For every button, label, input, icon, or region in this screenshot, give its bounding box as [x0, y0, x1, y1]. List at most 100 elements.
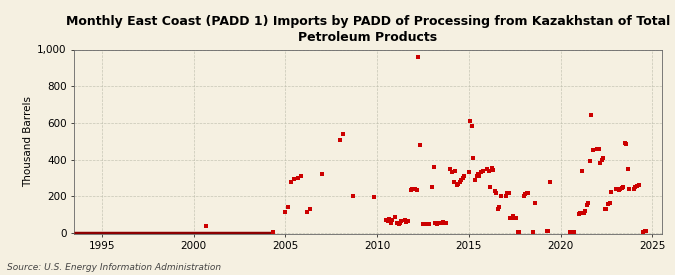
Point [628, 187, 639, 191]
Point [587, 148, 598, 153]
Point [385, 221, 396, 225]
Point [543, 229, 554, 233]
Point [528, 230, 539, 234]
Point [474, 174, 485, 178]
Point [592, 146, 603, 151]
Point [518, 194, 529, 198]
Point [482, 166, 493, 171]
Point [335, 138, 346, 142]
Point [381, 218, 392, 222]
Point [487, 166, 497, 170]
Point [622, 166, 633, 171]
Point [422, 221, 433, 226]
Point [200, 224, 211, 229]
Point [522, 190, 533, 195]
Point [615, 187, 626, 191]
Point [583, 201, 593, 206]
Point [451, 183, 462, 187]
Point [466, 124, 477, 129]
Point [428, 165, 439, 169]
Point [382, 219, 393, 223]
Point [514, 230, 524, 234]
Point [574, 212, 585, 217]
Point [448, 179, 459, 184]
Point [465, 119, 476, 123]
Point [401, 220, 412, 224]
Point [511, 216, 522, 220]
Point [598, 155, 609, 160]
Point [509, 216, 520, 220]
Point [424, 221, 435, 226]
Point [402, 219, 413, 223]
Title: Monthly East Coast (PADD 1) Imports by PADD of Processing from Kazakhstan of Tot: Monthly East Coast (PADD 1) Imports by P… [65, 15, 670, 44]
Point [610, 187, 621, 191]
Point [612, 187, 622, 191]
Point [419, 221, 430, 226]
Point [317, 172, 327, 176]
Point [624, 187, 634, 191]
Point [502, 191, 512, 196]
Point [413, 55, 424, 59]
Point [601, 207, 612, 211]
Point [485, 185, 495, 189]
Point [471, 174, 482, 178]
Point [476, 170, 487, 175]
Point [472, 172, 483, 176]
Point [395, 221, 406, 225]
Point [435, 221, 446, 225]
Point [605, 189, 616, 194]
Point [470, 177, 481, 182]
Point [453, 182, 464, 186]
Point [447, 170, 458, 175]
Point [459, 174, 470, 178]
Point [286, 179, 297, 184]
Point [504, 190, 514, 195]
Point [408, 187, 419, 191]
Point [584, 159, 595, 164]
Point [392, 221, 402, 225]
Point [338, 132, 349, 136]
Point [508, 214, 518, 219]
Point [427, 185, 437, 189]
Point [430, 221, 441, 225]
Point [494, 205, 505, 209]
Point [267, 230, 278, 234]
Point [593, 146, 604, 151]
Point [421, 221, 431, 226]
Point [506, 216, 517, 220]
Point [445, 166, 456, 171]
Point [295, 174, 306, 178]
Point [568, 230, 578, 234]
Point [464, 170, 475, 175]
Point [441, 221, 452, 225]
Point [599, 207, 610, 211]
Point [393, 221, 404, 226]
Point [431, 221, 442, 226]
Point [529, 201, 540, 206]
Point [456, 177, 466, 182]
Point [491, 190, 502, 195]
Point [418, 221, 429, 226]
Point [520, 192, 531, 197]
Point [581, 203, 592, 208]
Point [439, 221, 450, 225]
Point [505, 216, 516, 220]
Point [512, 230, 523, 234]
Point [545, 179, 556, 184]
Point [620, 141, 630, 145]
Point [390, 215, 401, 219]
Point [396, 219, 407, 223]
Point [488, 167, 499, 172]
Point [586, 113, 597, 118]
Point [630, 185, 641, 189]
Point [433, 221, 443, 225]
Y-axis label: Thousand Barrels: Thousand Barrels [23, 96, 33, 187]
Point [405, 188, 416, 192]
Point [603, 202, 614, 207]
Point [495, 194, 506, 198]
Point [576, 168, 587, 173]
Point [604, 201, 615, 206]
Point [500, 194, 511, 198]
Point [410, 187, 421, 191]
Point [436, 221, 447, 225]
